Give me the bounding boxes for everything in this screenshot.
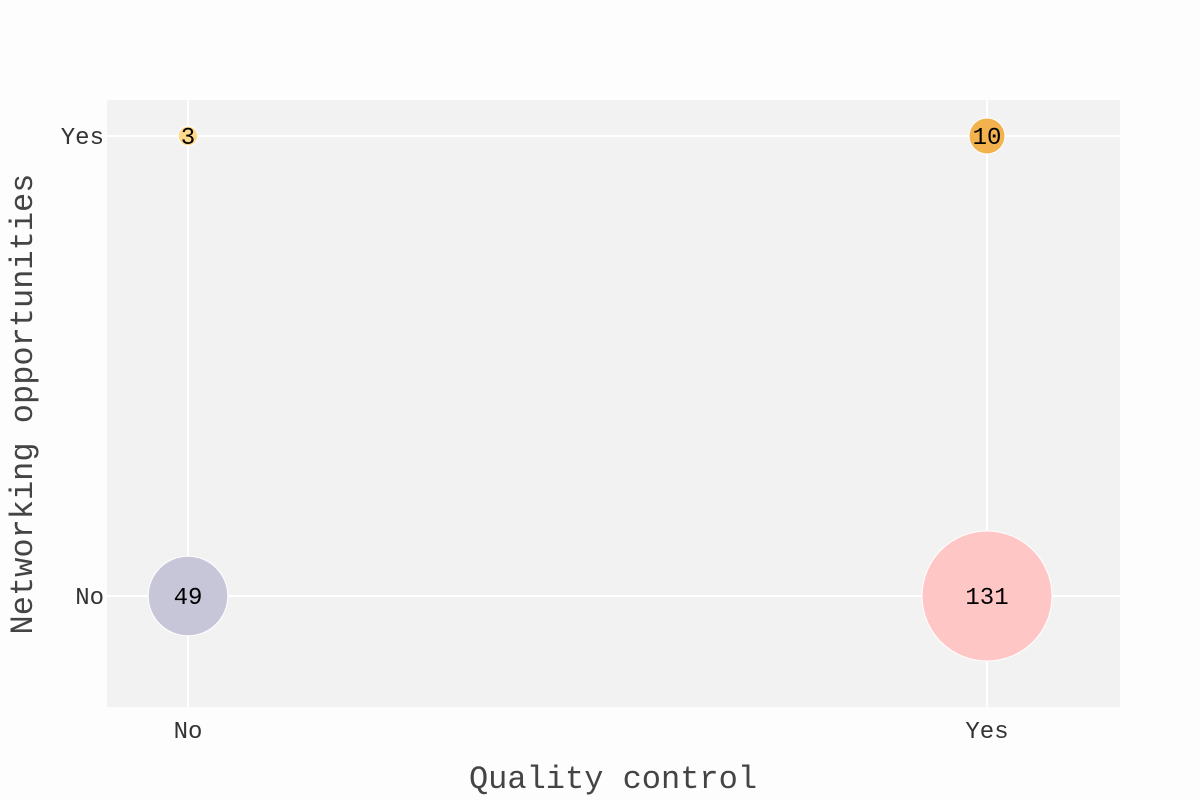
bubble-yes-no	[921, 530, 1053, 662]
x-tick-label-no: No	[174, 719, 203, 746]
y-axis-title: Networking opportunities	[5, 174, 42, 635]
bubble-label-yes-yes: 10	[973, 125, 1002, 152]
x-axis-title: Quality control	[469, 761, 757, 798]
bubble-label-no-no: 49	[174, 585, 203, 612]
bubble-no-yes	[177, 125, 199, 147]
bubble-labels: 49 131 3 10	[174, 125, 1009, 612]
y-tick-label-yes: Yes	[61, 125, 104, 152]
y-tick-label-no: No	[75, 585, 104, 612]
x-tick-label-yes: Yes	[965, 719, 1008, 746]
bubble-no-no	[147, 555, 229, 637]
x-axis-ticks: No Yes	[174, 719, 1009, 746]
bubble-label-yes-no: 131	[965, 585, 1008, 612]
bubbles	[147, 117, 1053, 662]
y-axis-ticks: No Yes	[61, 125, 104, 612]
bubble-label-no-yes: 3	[181, 125, 195, 152]
bubble-yes-yes	[968, 117, 1006, 155]
